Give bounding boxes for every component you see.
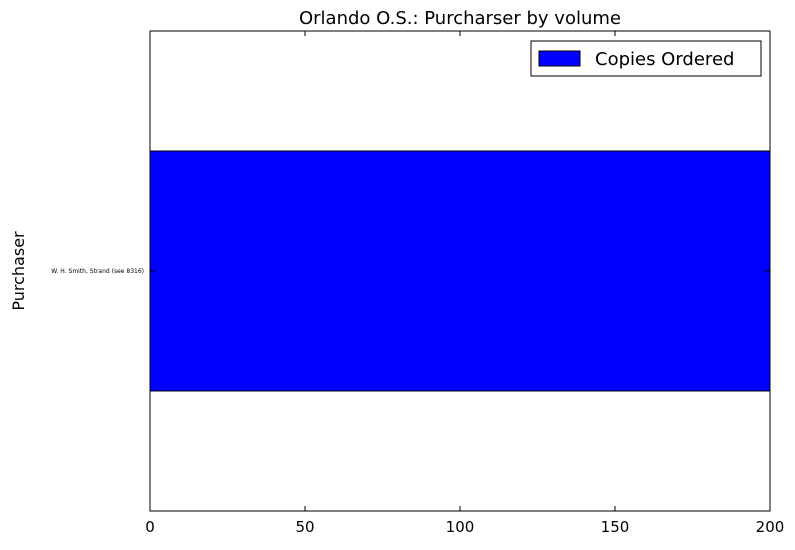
bar — [149, 150, 771, 392]
plot-frame — [149, 30, 771, 512]
x-tick-label: 150 — [601, 518, 630, 536]
legend-swatch-copies-ordered — [538, 50, 581, 67]
x-tick-label: 100 — [446, 518, 475, 536]
legend-label-copies-ordered: Copies Ordered — [595, 49, 734, 70]
x-tick-label: 50 — [295, 518, 314, 536]
x-tick-label: 0 — [145, 518, 155, 536]
x-tick-label: 200 — [756, 518, 785, 536]
plot-area: W. H. Smith, Strand (see 8316) 0 50 100 150 2… — [51, 30, 785, 536]
y-axis-label: Purchaser — [9, 231, 28, 311]
chart-title: Orlando O.S.: Purcharser by volume — [299, 8, 621, 29]
y-tick-label: W. H. Smith, Strand (see 8316) — [51, 268, 144, 275]
legend: Copies Ordered — [530, 40, 762, 77]
